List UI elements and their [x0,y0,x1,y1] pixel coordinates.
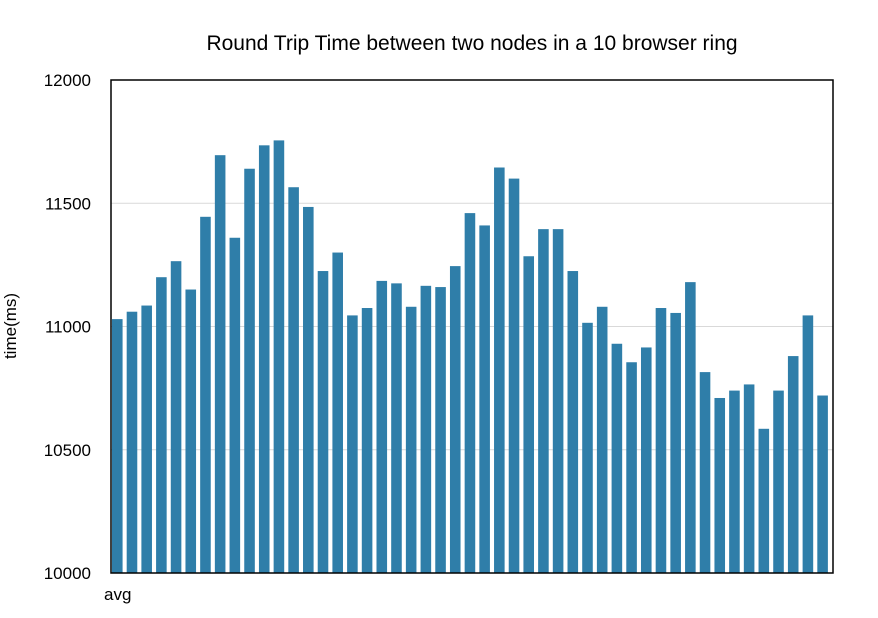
bar [582,322,593,573]
bar [729,390,740,573]
bar [758,428,770,573]
y-tick-label: 10500 [44,441,91,460]
bar [170,261,182,573]
chart-title: Round Trip Time between two nodes in a 1… [206,32,737,55]
y-axis-label: time(ms) [1,293,20,359]
bar [508,178,520,573]
y-tick-label: 12000 [44,71,91,90]
bar [567,271,579,573]
bar [347,315,358,573]
bar [126,311,138,573]
bar [552,229,564,573]
bar [273,140,285,573]
bar [332,252,343,574]
bar [699,372,711,573]
bar [685,282,696,573]
bar [214,155,226,573]
bar [391,283,402,573]
bar [200,216,211,573]
bar [596,306,608,573]
bar [361,308,373,573]
bar [538,229,549,573]
bar [229,237,241,573]
bar [817,395,828,573]
y-tick-label: 11500 [45,194,91,213]
bar [303,206,314,573]
bar [258,145,270,573]
bar [640,347,652,573]
bar [523,256,535,573]
bar [112,319,123,573]
bar [464,213,476,574]
bar [435,287,446,573]
bar [611,343,623,573]
bar [449,266,461,573]
y-axis-ticks: 10000 10500 11000 11500 12000 [44,71,91,583]
bar [244,168,255,574]
bar [655,308,667,573]
bar [288,187,299,574]
bar [376,280,388,573]
bar [494,167,505,573]
bar [420,285,432,573]
bar [802,315,814,573]
bar-series [112,140,828,574]
bar [156,277,167,573]
plot-frame [110,79,834,574]
bar [405,306,417,573]
y-tick-label: 10000 [44,564,91,583]
bar [787,356,799,573]
bar [670,312,681,573]
x-tick-label-avg: avg [104,585,131,604]
bar [185,289,197,573]
bar [714,397,726,573]
bar [626,362,637,573]
y-tick-label: 11000 [45,318,91,337]
bar [743,384,755,573]
bar [317,271,329,573]
bar [141,305,152,573]
bar [479,225,490,573]
bar [773,390,784,573]
